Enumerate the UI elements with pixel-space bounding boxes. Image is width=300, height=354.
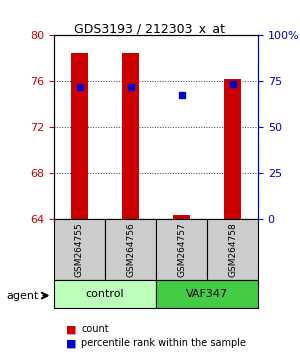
Bar	[172, 215, 190, 219]
Text: ■: ■	[66, 338, 76, 348]
FancyBboxPatch shape	[156, 219, 207, 280]
FancyBboxPatch shape	[54, 280, 156, 308]
Text: VAF347: VAF347	[186, 289, 228, 299]
Text: GSM264755: GSM264755	[75, 222, 84, 277]
FancyBboxPatch shape	[54, 219, 105, 280]
Text: control: control	[86, 289, 124, 299]
Text: GDS3193 / 212303_x_at: GDS3193 / 212303_x_at	[74, 22, 226, 35]
Text: count: count	[81, 324, 109, 334]
FancyBboxPatch shape	[105, 219, 156, 280]
Bar	[122, 53, 140, 219]
Bar	[70, 53, 88, 219]
Bar	[224, 79, 242, 219]
Text: GSM264756: GSM264756	[126, 222, 135, 277]
FancyBboxPatch shape	[207, 219, 258, 280]
Text: GSM264757: GSM264757	[177, 222, 186, 277]
Text: GSM264758: GSM264758	[228, 222, 237, 277]
Text: ■: ■	[66, 324, 76, 334]
FancyBboxPatch shape	[156, 280, 258, 308]
Text: agent: agent	[6, 291, 38, 301]
Text: percentile rank within the sample: percentile rank within the sample	[81, 338, 246, 348]
